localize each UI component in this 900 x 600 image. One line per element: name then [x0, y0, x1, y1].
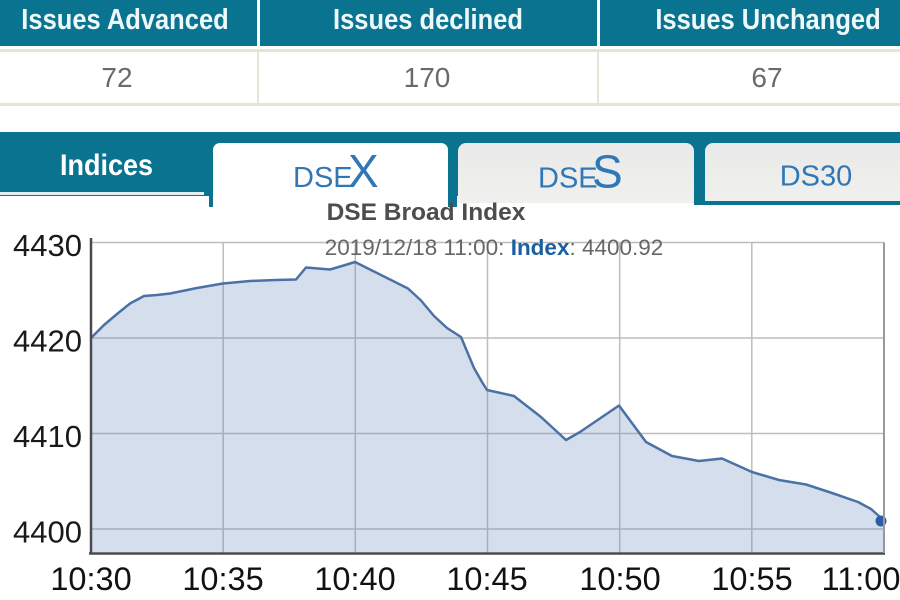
svg-text:S: S	[592, 146, 623, 198]
svg-text:11:00: 11:00	[822, 561, 900, 597]
svg-text:DSE: DSE	[293, 162, 353, 194]
svg-text:10:35: 10:35	[182, 561, 263, 597]
svg-text:4410: 4410	[13, 419, 82, 454]
svg-text:4420: 4420	[13, 324, 82, 359]
svg-text:4400: 4400	[13, 515, 82, 550]
svg-text:DS30: DS30	[780, 161, 853, 193]
svg-text:10:50: 10:50	[579, 561, 660, 597]
svg-text:10:55: 10:55	[711, 561, 792, 597]
svg-text:10:40: 10:40	[314, 561, 395, 597]
svg-text:X: X	[348, 145, 379, 197]
svg-text:10:45: 10:45	[446, 561, 527, 597]
svg-text:10:30: 10:30	[50, 561, 131, 597]
svg-text:DSE: DSE	[538, 163, 598, 195]
svg-text:4430: 4430	[13, 228, 82, 263]
